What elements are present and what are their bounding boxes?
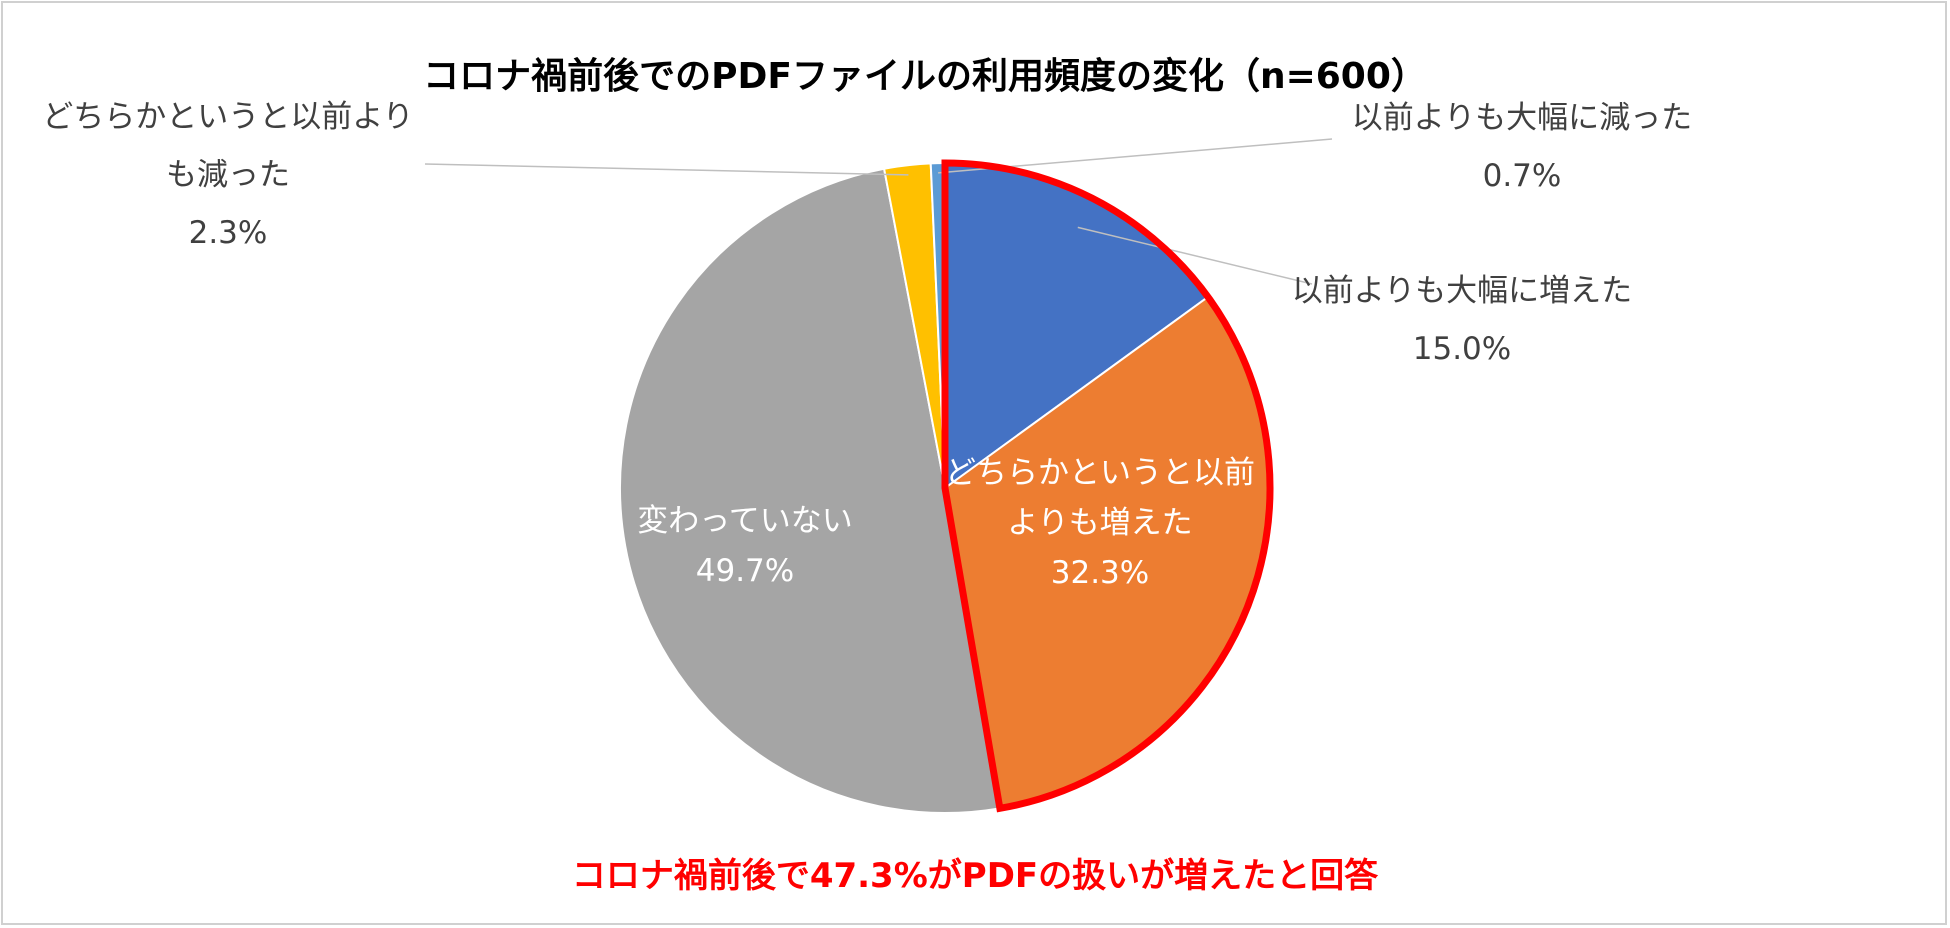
chart-title: コロナ禍前後でのPDFファイルの利用頻度の変化（n=600） <box>423 55 1427 97</box>
slice-label-unchanged: 変わっていない 49.7% <box>637 503 852 589</box>
leader-line-increased-greatly <box>1077 226 1313 285</box>
slice-label-increased-greatly: 以前よりも大幅に増えた 15.0% <box>1292 273 1632 367</box>
slice-value-label: 15.0% <box>1413 331 1511 367</box>
slice-value-label: 2.3% <box>189 215 268 251</box>
slice-unchanged <box>619 167 1002 814</box>
slice-name-label: も減った <box>166 157 290 193</box>
footnote: コロナ禍前後で47.3%がPDFの扱いが増えたと回答 <box>572 856 1379 896</box>
slice-value-label: 49.7% <box>696 553 794 589</box>
slice-label-increased-somewhat: どちらかというと以前よりも増えた 32.3% <box>945 455 1255 591</box>
slice-name-label: 以前よりも大幅に減った <box>1352 100 1692 136</box>
slice-name-label: どちらかというと以前より <box>42 99 413 135</box>
slice-labels: 以前よりも大幅に増えた 15.0% どちらかというと以前よりも増えた 32.3% 変わっ… <box>42 99 1692 591</box>
slice-label-decreased-somewhat: どちらかというと以前よりも減った 2.3% <box>42 99 413 251</box>
highlight-outline <box>941 159 1274 813</box>
leader-line-decreased-somewhat <box>424 163 909 176</box>
slice-label-decreased-greatly: 以前よりも大幅に減った 0.7% <box>1352 100 1692 194</box>
slice-value-label: 32.3% <box>1051 555 1149 591</box>
slice-name-label: よりも増えた <box>1007 505 1192 541</box>
slice-name-label: 変わっていない <box>637 503 852 539</box>
pie-slices <box>619 161 1271 814</box>
slice-name-label: 以前よりも大幅に増えた <box>1292 273 1632 309</box>
slice-value-label: 0.7% <box>1483 158 1562 194</box>
slice-name-label: どちらかというと以前 <box>945 455 1255 491</box>
